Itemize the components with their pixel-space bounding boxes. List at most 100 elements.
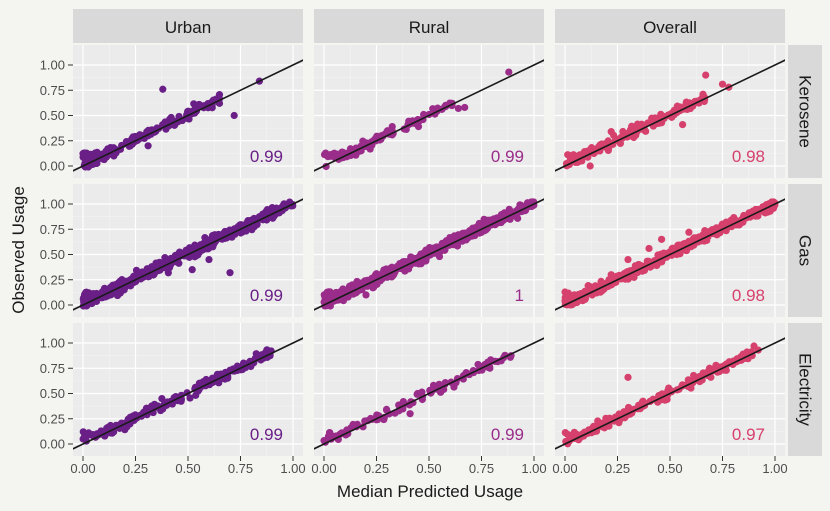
data-point (699, 90, 707, 98)
y-tick-label: 0.25 (40, 133, 65, 148)
x-tick-label: 1.00 (521, 461, 546, 476)
data-point (215, 379, 223, 387)
data-point (333, 150, 342, 158)
data-point (176, 248, 184, 256)
correlation-label: 0.98 (732, 286, 765, 305)
y-tick-label: 1.00 (40, 58, 65, 73)
data-point (88, 152, 96, 160)
data-point (192, 391, 200, 399)
y-tick-label: 0.50 (40, 386, 65, 401)
facet-strip-kerosene (788, 45, 822, 178)
identity-line (73, 59, 303, 172)
x-tick-label: 0.00 (311, 461, 336, 476)
data-point (369, 284, 377, 292)
data-point (167, 113, 175, 122)
x-tick-label: 0.25 (605, 461, 630, 476)
identity-line (555, 198, 785, 311)
data-point (581, 287, 589, 295)
y-axis-title: Observed Usage (9, 186, 28, 314)
y-tick-label: 0.25 (40, 272, 65, 287)
data-point (211, 231, 219, 239)
correlation-label: 1 (515, 286, 524, 305)
y-tick-label: 0.50 (40, 247, 65, 262)
facet-strip-urban (73, 9, 303, 43)
data-point (769, 204, 778, 212)
identity-line (314, 198, 544, 311)
data-point (406, 410, 414, 418)
y-tick-label: 0.75 (40, 83, 65, 98)
correlation-label: 0.99 (250, 286, 283, 305)
data-point (461, 103, 469, 112)
correlation-label: 0.99 (250, 425, 283, 444)
correlation-label: 0.98 (732, 147, 765, 166)
data-point (322, 149, 330, 157)
y-tick-label: 0.25 (40, 411, 65, 426)
data-point (613, 272, 621, 280)
data-point (328, 432, 337, 440)
data-point (607, 271, 615, 279)
data-point (586, 162, 594, 170)
data-point (435, 252, 444, 261)
data-point (226, 269, 234, 277)
data-point (454, 104, 462, 113)
data-point (640, 266, 649, 275)
correlation-label: 0.97 (732, 425, 765, 444)
data-point (186, 245, 194, 254)
data-point (104, 423, 113, 431)
data-point (263, 206, 271, 214)
x-axis-title: Median Predicted Usage (337, 482, 523, 501)
data-point (80, 149, 89, 157)
data-point (429, 105, 437, 113)
data-point (380, 415, 388, 424)
data-point (383, 406, 391, 414)
data-point (414, 123, 423, 131)
data-point (624, 255, 632, 264)
facet-strip-overall (555, 9, 785, 43)
x-tick-label: 0.50 (416, 461, 441, 476)
data-point (205, 255, 213, 264)
data-point (378, 269, 387, 277)
correlation-label: 0.99 (250, 147, 283, 166)
data-point (167, 254, 175, 262)
identity-line (314, 337, 544, 450)
correlation-label: 0.99 (491, 147, 524, 166)
data-point (161, 118, 169, 126)
y-tick-label: 1.00 (40, 336, 65, 351)
data-point (702, 71, 710, 79)
data-point (576, 151, 584, 159)
data-point (685, 376, 693, 385)
data-point (80, 432, 89, 440)
x-tick-label: 0.75 (710, 461, 735, 476)
data-point (144, 142, 152, 150)
data-point (685, 228, 693, 236)
data-point (85, 290, 93, 298)
data-point (638, 398, 646, 407)
facet-strip-rural (314, 9, 544, 43)
data-point (159, 85, 167, 93)
data-point (624, 373, 632, 381)
identity-line (555, 337, 785, 450)
data-point (570, 431, 578, 439)
facet-label-rural: Rural (409, 18, 450, 37)
data-point (435, 380, 443, 388)
identity-line (555, 59, 785, 172)
data-point (362, 291, 370, 299)
data-point (352, 151, 360, 159)
data-point (486, 364, 494, 372)
data-point (230, 111, 238, 120)
x-tick-label: 1.00 (762, 461, 787, 476)
data-point (625, 404, 633, 413)
data-point (705, 364, 714, 372)
x-tick-label: 0.50 (175, 461, 200, 476)
data-point (422, 257, 430, 265)
x-tick-label: 0.25 (123, 461, 148, 476)
data-point (604, 137, 612, 145)
data-point (186, 394, 194, 402)
x-tick-label: 0.00 (552, 461, 577, 476)
y-tick-label: 0.75 (40, 361, 65, 376)
data-point (563, 293, 571, 301)
correlation-label: 0.99 (491, 425, 524, 444)
data-point (145, 404, 154, 412)
y-tick-label: 0.50 (40, 108, 65, 123)
facet-strip-gas (788, 184, 822, 317)
